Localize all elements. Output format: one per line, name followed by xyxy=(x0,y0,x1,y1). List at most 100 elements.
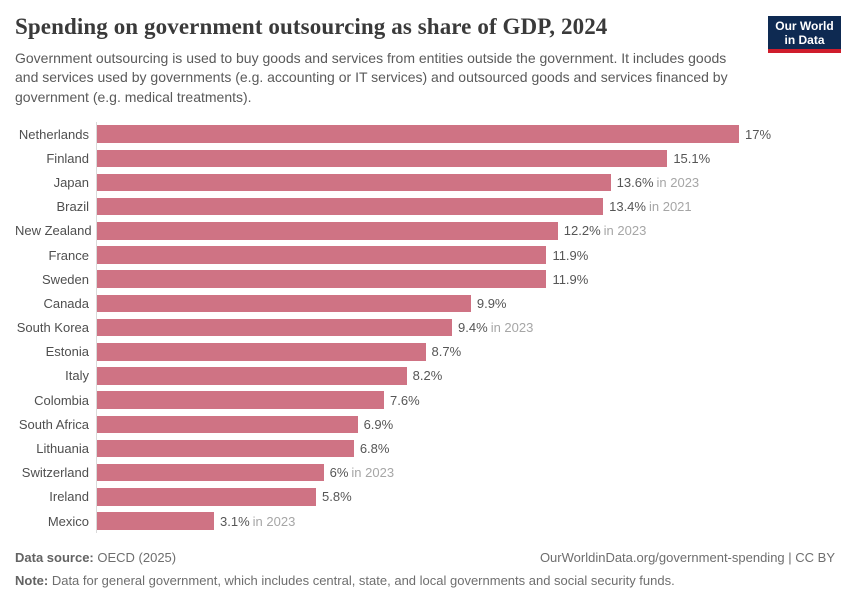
country-label: Netherlands xyxy=(18,126,89,142)
country-label: Canada xyxy=(43,295,89,311)
bar-row: Italy 8.2% xyxy=(15,363,835,389)
chart-title: Spending on government outsourcing as sh… xyxy=(15,14,608,39)
bar-row: Mexico 3.1% in 2023 xyxy=(15,509,835,534)
data-source: Data source: OECD (2025) xyxy=(15,550,176,565)
value-label: 5.8% xyxy=(322,489,352,505)
owid-url-link[interactable]: OurWorldinData.org/government-spending |… xyxy=(539,550,835,565)
bar[interactable] xyxy=(97,463,324,482)
bar[interactable] xyxy=(97,270,547,288)
country-label: Sweden xyxy=(42,271,89,287)
chart-header: Spending on government outsourcing as sh… xyxy=(0,0,850,107)
country-label: Switzerland xyxy=(21,465,89,481)
footer-note: Note: Data for general government, which… xyxy=(15,573,835,588)
owid-logo[interactable]: Our World in Data xyxy=(768,16,841,53)
bar-row: New Zealand 12.2% in 2023 xyxy=(15,218,835,243)
bar-row: Canada 9.9% xyxy=(15,291,835,316)
bar-row: France 11.9% xyxy=(15,242,835,268)
bar[interactable] xyxy=(97,367,407,385)
bar-area: 6.9% xyxy=(96,412,835,437)
value-label: 3.1% xyxy=(220,513,250,529)
country-label: Ireland xyxy=(49,489,89,505)
value-label: 11.9% xyxy=(552,271,589,287)
bar-chart: Netherlands 17% Finland 15.1% Japan 13.6… xyxy=(15,122,835,534)
data-source-label: Data source: xyxy=(15,550,94,565)
bar-row: South Korea 9.4% in 2023 xyxy=(15,315,835,340)
year-note: in 2023 xyxy=(603,223,647,239)
bar-area: 8.7% xyxy=(96,339,835,364)
value-label: 15.1% xyxy=(673,150,711,166)
data-source-value: OECD (2025) xyxy=(93,550,177,565)
bar[interactable] xyxy=(97,391,384,409)
value-label: 11.9% xyxy=(552,247,589,263)
bar[interactable] xyxy=(97,173,611,192)
footer-line1: Data source: OECD (2025) OurWorldinData.… xyxy=(15,550,835,565)
country-label: Colombia xyxy=(34,392,89,408)
country-label: Italy xyxy=(65,368,89,384)
owid-logo-line1: Our World xyxy=(775,19,834,33)
bar-row: Finland 15.1% xyxy=(15,146,835,171)
note-value: Data for general government, which inclu… xyxy=(48,573,675,588)
bar-row: Switzerland 6% in 2023 xyxy=(15,460,835,485)
bar[interactable] xyxy=(97,246,547,264)
bar-area: 9.4% in 2023 xyxy=(96,315,835,340)
bar[interactable] xyxy=(97,343,426,361)
country-label: New Zealand xyxy=(15,223,92,239)
bar[interactable] xyxy=(97,197,604,216)
year-note: in 2023 xyxy=(351,465,395,481)
value-label: 13.6% xyxy=(616,174,654,190)
country-label: Brazil xyxy=(56,199,89,215)
year-note: in 2023 xyxy=(656,174,700,190)
bar-row: Lithuania 6.8% xyxy=(15,436,835,461)
value-label: 17% xyxy=(745,126,772,142)
bar[interactable] xyxy=(97,222,558,240)
value-label: 7.6% xyxy=(390,392,420,408)
value-label: 9.4% xyxy=(458,320,488,336)
value-label: 6% xyxy=(329,465,349,481)
bar-area: 13.6% in 2023 xyxy=(96,170,835,195)
bar-row: Ireland 5.8% xyxy=(15,484,835,509)
bar-area: 17% xyxy=(96,122,835,147)
value-label: 6.9% xyxy=(363,416,394,432)
owid-logo-red-bar xyxy=(768,49,841,53)
bar[interactable] xyxy=(97,488,317,506)
country-label: Finland xyxy=(46,150,89,166)
chart-subtitle: Government outsourcing is used to buy go… xyxy=(15,50,728,105)
bar-row: Netherlands 17% xyxy=(15,122,835,147)
bar[interactable] xyxy=(97,125,740,143)
bar-area: 9.9% xyxy=(96,291,835,316)
bar[interactable] xyxy=(97,415,358,434)
bar[interactable] xyxy=(97,318,453,337)
bar[interactable] xyxy=(97,294,471,313)
bar[interactable] xyxy=(97,149,668,168)
year-note: in 2021 xyxy=(648,199,692,215)
bar-row: Sweden 11.9% xyxy=(15,267,835,292)
bar-row: Brazil 13.4% in 2021 xyxy=(15,194,835,219)
value-label: 9.9% xyxy=(476,295,507,311)
country-label: South Korea xyxy=(16,320,89,336)
bar-area: 5.8% xyxy=(96,484,835,509)
owid-logo-text: Our World in Data xyxy=(768,16,841,49)
bar-area: 15.1% xyxy=(96,146,835,171)
bar-area: 8.2% xyxy=(96,363,835,389)
bar-row: Estonia 8.7% xyxy=(15,339,835,364)
country-label: Lithuania xyxy=(36,441,89,457)
bar-row: Japan 13.6% in 2023 xyxy=(15,170,835,195)
bar[interactable] xyxy=(97,439,354,458)
country-label: Estonia xyxy=(45,344,89,360)
bar-row: South Africa 6.9% xyxy=(15,412,835,437)
year-note: in 2023 xyxy=(252,513,296,529)
bar-area: 7.6% xyxy=(96,388,835,413)
country-label: Mexico xyxy=(47,513,89,529)
country-label: Japan xyxy=(53,174,89,190)
chart-footer: Data source: OECD (2025) OurWorldinData.… xyxy=(15,550,835,588)
value-label: 8.2% xyxy=(412,368,443,384)
country-label: South Africa xyxy=(18,416,89,432)
bar-area: 12.2% in 2023 xyxy=(96,218,835,243)
bar-area: 11.9% xyxy=(96,242,835,268)
value-label: 8.7% xyxy=(431,344,462,360)
note-label: Note: xyxy=(15,573,49,588)
bar-area: 11.9% xyxy=(96,267,835,292)
value-label: 12.2% xyxy=(563,223,601,239)
bar[interactable] xyxy=(97,512,215,530)
